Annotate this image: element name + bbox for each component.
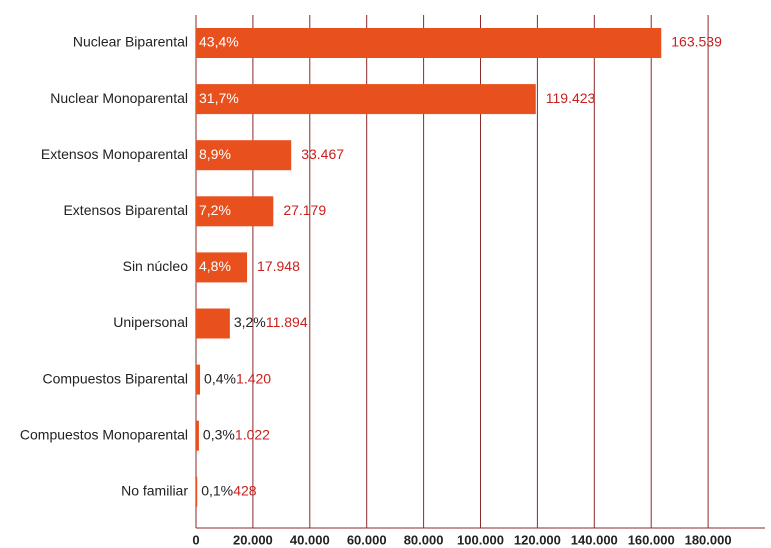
percent-label: 43,4% [199,34,239,50]
bar [196,420,199,451]
percent-label: 4,8% [199,258,231,274]
value-label: 1.022 [235,426,270,442]
y-tick-label: Sin núcleo [123,258,189,274]
x-tick-label: 0 [192,532,199,547]
bar [196,196,274,227]
value-label: 33.467 [301,146,344,162]
percent-label: 0,3% [203,426,235,442]
bar [196,476,198,507]
value-label: 163.539 [671,34,722,50]
x-tick-label: 80.000 [404,532,444,547]
y-tick-label: Nuclear Biparental [73,34,188,50]
y-tick-label: Unipersonal [113,314,188,330]
bar [196,252,248,283]
value-label: 11.894 [266,314,308,330]
y-tick-label: Extensos Biparental [63,202,188,218]
percent-label: 31,7% [199,90,239,106]
bar [196,364,201,395]
percent-label: 8,9% [199,146,231,162]
x-tick-label: 100.000 [457,532,504,547]
bar [196,308,230,339]
y-tick-label: Compuestos Biparental [42,370,188,386]
y-tick-label: Extensos Monoparental [41,146,188,162]
x-tick-label: 120.000 [514,532,561,547]
bar [196,84,536,115]
value-label: 17.948 [257,258,300,274]
value-label: 428 [233,483,257,499]
y-tick-label: No familiar [121,483,188,499]
percent-label: 0,4% [204,370,236,386]
y-tick-label: Compuestos Monoparental [20,426,188,442]
x-tick-label: 20.000 [233,532,273,547]
bar [196,140,292,171]
bar [196,28,662,58]
percent-label: 7,2% [199,202,231,218]
value-label: 27.179 [283,202,326,218]
x-tick-label: 180.000 [685,532,732,547]
x-tick-label: 160.000 [628,532,675,547]
value-label: 1.420 [236,370,271,386]
x-tick-label: 60.000 [347,532,387,547]
y-tick-label: Nuclear Monoparental [50,90,188,106]
value-label: 119.423 [546,90,596,106]
x-tick-label: 40.000 [290,532,330,547]
percent-label: 0,1% [201,483,233,499]
x-tick-label: 140.000 [571,532,618,547]
percent-label: 3,2% [234,314,266,330]
